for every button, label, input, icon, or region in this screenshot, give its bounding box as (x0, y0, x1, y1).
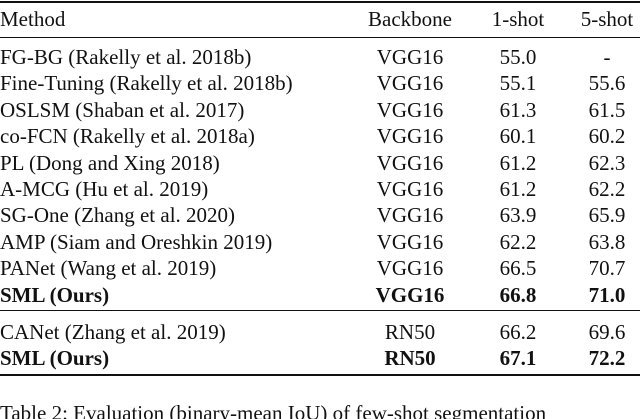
table-cell: RN50 (384, 346, 436, 371)
table-cell: VGG16 (376, 97, 444, 122)
header-cell: Method (0, 7, 66, 31)
table-cell: - (603, 45, 611, 69)
table-cell: OSLSM (Shaban et al. 2017) (0, 97, 245, 122)
table-cell: 62.2 (588, 177, 626, 201)
table-cell: AMP (Siam and Oreshkin 2019) (0, 229, 273, 254)
table-cell: CANet (Zhang et al. 2019) (0, 320, 226, 344)
table-cell: 61.2 (499, 150, 537, 175)
table-cell: VGG16 (376, 229, 444, 254)
table-cell: 72.2 (588, 346, 626, 371)
table-cell: 65.9 (588, 203, 626, 228)
table-cell: 66.5 (499, 256, 537, 281)
table-cell: SML (Ours) (0, 346, 110, 371)
table-cell: co-FCN (Rakelly et al. 2018a) (0, 124, 255, 149)
table-cell: 67.1 (499, 346, 537, 371)
table-cell: FG-BG (Rakelly et al. 2018b) (0, 45, 252, 69)
table-cell: 69.6 (588, 320, 626, 344)
table-cell: VGG16 (376, 177, 444, 201)
table-cell: VGG16 (376, 124, 444, 149)
header-cell: 5-shot (580, 7, 634, 31)
table-cell: 55.0 (499, 45, 537, 69)
header-cell: Backbone (368, 7, 452, 31)
table-cell: 66.8 (499, 282, 537, 307)
table-cell: 62.2 (499, 229, 537, 254)
table-cell: PANet (Wang et al. 2019) (0, 256, 217, 281)
table-cell: 63.8 (588, 229, 626, 254)
table-cell: 61.5 (588, 97, 626, 122)
group-rule (0, 310, 640, 311)
caption: Table 2: Evaluation (binary-mean IoU) of… (0, 401, 547, 419)
table-cell: 60.2 (588, 124, 626, 149)
top-rule (0, 1, 640, 3)
table-cell: SG-One (Zhang et al. 2020) (0, 203, 236, 228)
table-cell: 60.1 (499, 124, 537, 149)
table-cell: VGG16 (376, 45, 444, 69)
table-cell: 66.2 (499, 320, 537, 344)
table-cell: PL (Dong and Xing 2018) (0, 150, 220, 175)
bottom-rule (0, 373, 640, 376)
header-rule (0, 37, 640, 38)
table-cell: VGG16 (376, 256, 444, 281)
table-cell: 61.2 (499, 177, 537, 201)
table-cell: VGG16 (375, 282, 445, 307)
table-cell: 70.7 (588, 256, 626, 281)
table-cell: 71.0 (588, 282, 626, 307)
table-cell: 55.1 (499, 71, 537, 96)
table-cell: A-MCG (Hu et al. 2019) (0, 177, 209, 201)
table-cell: VGG16 (376, 71, 444, 96)
table-cell: SML (Ours) (0, 282, 110, 307)
table-cell: 55.6 (588, 71, 626, 96)
table-cell: 62.3 (588, 150, 626, 175)
table-cell: VGG16 (376, 203, 444, 228)
table-cell: RN50 (384, 320, 436, 344)
table-cell: Fine-Tuning (Rakelly et al. 2018b) (0, 71, 293, 96)
table-cell: 61.3 (499, 97, 537, 122)
table-cell: VGG16 (376, 150, 444, 175)
header-cell: 1-shot (491, 7, 545, 31)
table-cell: 63.9 (499, 203, 537, 228)
